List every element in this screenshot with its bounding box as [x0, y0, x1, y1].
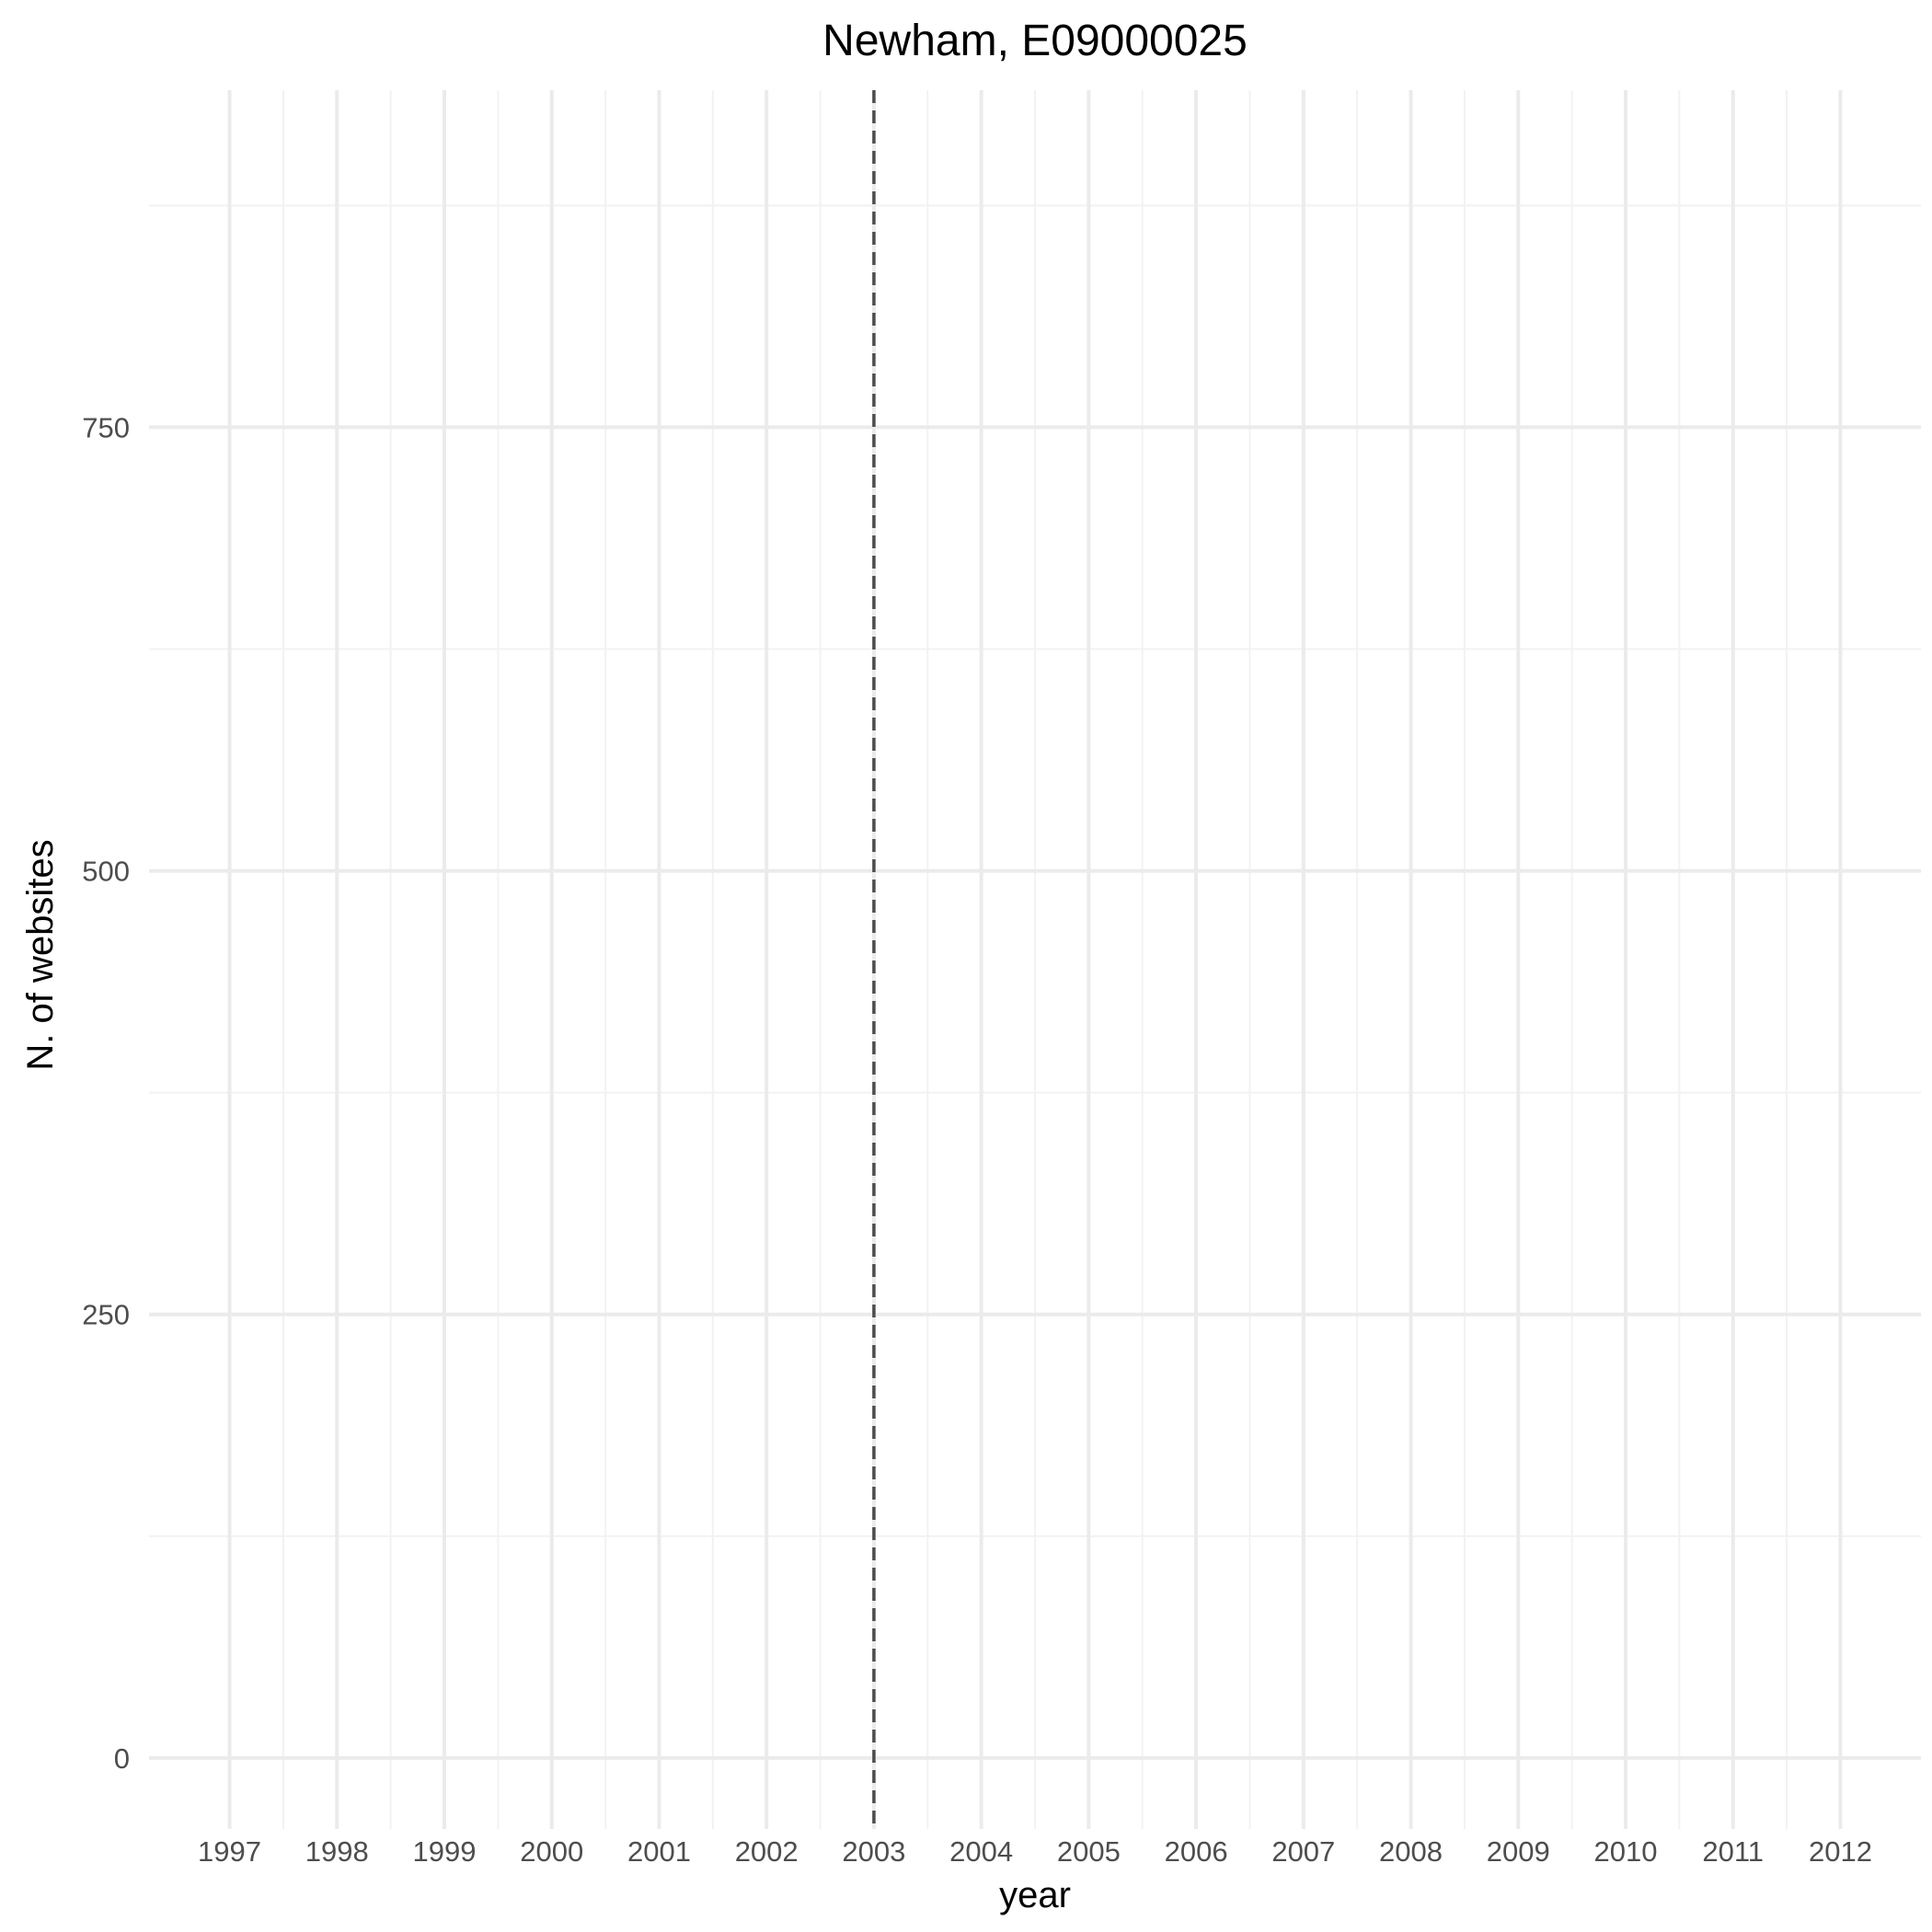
y-axis-title: N. of websites — [20, 839, 61, 1070]
y-tick-label: 0 — [114, 1742, 130, 1775]
x-tick-label: 1998 — [305, 1835, 369, 1868]
x-axis-ticks: 1997 1998 1999 2000 2001 2002 2003 2004 2005 2006… — [198, 1835, 1872, 1868]
y-tick-label: 500 — [82, 856, 130, 888]
y-tick-label: 750 — [82, 411, 130, 443]
x-axis-title: year — [999, 1875, 1071, 1915]
x-tick-label: 2011 — [1702, 1835, 1764, 1868]
y-tick-label: 250 — [82, 1299, 130, 1331]
y-axis-ticks: 0 250 500 750 — [82, 411, 130, 1774]
x-tick-label: 2004 — [949, 1835, 1013, 1868]
x-tick-label: 2000 — [520, 1835, 583, 1868]
x-tick-label: 2007 — [1271, 1835, 1335, 1868]
x-tick-label: 2006 — [1165, 1835, 1228, 1868]
x-tick-label: 1999 — [413, 1835, 477, 1868]
x-tick-label: 2009 — [1487, 1835, 1550, 1868]
x-tick-label: 2010 — [1594, 1835, 1658, 1868]
x-tick-label: 2003 — [842, 1835, 905, 1868]
minor-gridlines — [149, 90, 1921, 1829]
x-tick-label: 2008 — [1379, 1835, 1443, 1868]
x-tick-label: 1997 — [198, 1835, 261, 1868]
major-gridlines — [149, 90, 1921, 1829]
x-tick-label: 2002 — [735, 1835, 799, 1868]
x-tick-label: 2012 — [1809, 1835, 1872, 1868]
x-tick-label: 2001 — [627, 1835, 691, 1868]
chart-title: Newham, E09000025 — [822, 17, 1248, 65]
x-tick-label: 2005 — [1057, 1835, 1121, 1868]
